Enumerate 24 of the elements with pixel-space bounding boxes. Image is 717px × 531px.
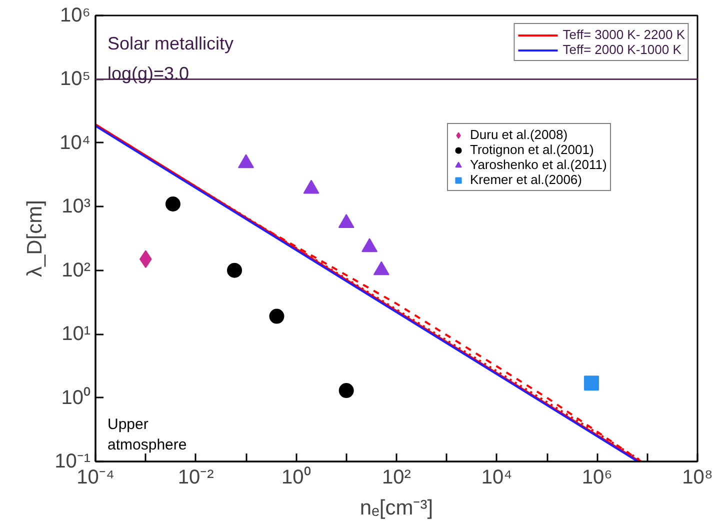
annotation: Solar metallicity xyxy=(108,34,234,54)
annotation: Upper atmosphere xyxy=(108,416,187,454)
y-axis-title: λ_D[cm] xyxy=(24,200,47,278)
x-tick-label: 10⁰ xyxy=(282,466,311,488)
y-tick-label: 10² xyxy=(62,259,91,282)
legend-label: Trotignon et al.(2001) xyxy=(470,142,594,157)
annotation: log(g)=3.0 xyxy=(108,64,190,84)
legend-label: Teff= 2000 K-1000 K xyxy=(562,42,682,57)
y-tick-label: 10¹ xyxy=(62,323,91,346)
y-tick-label: 10⁰ xyxy=(61,386,91,409)
x-tick-label: 10² xyxy=(382,466,412,488)
x-axis-title: nₑ[cm⁻³] xyxy=(360,496,434,520)
y-tick-label: 10³ xyxy=(62,196,91,218)
legend-label: Teff= 3000 K- 2200 K xyxy=(562,27,685,42)
x-tick-label: 10⁶ xyxy=(582,466,612,488)
legend-label: Kremer et al.(2006) xyxy=(470,172,582,187)
legend-label: Yaroshenko et al.(2011) xyxy=(470,157,607,172)
x-tick-label: 10⁸ xyxy=(682,466,713,488)
y-tick-label: 10⁴ xyxy=(60,132,91,154)
x-tick-label: 10⁴ xyxy=(481,466,512,488)
y-tick-label: 10⁵ xyxy=(60,68,91,90)
y-tick-label: 10⁶ xyxy=(60,4,91,26)
x-tick-label: 10⁻² xyxy=(178,466,214,488)
legend-label: Duru et al.(2008) xyxy=(470,127,568,142)
